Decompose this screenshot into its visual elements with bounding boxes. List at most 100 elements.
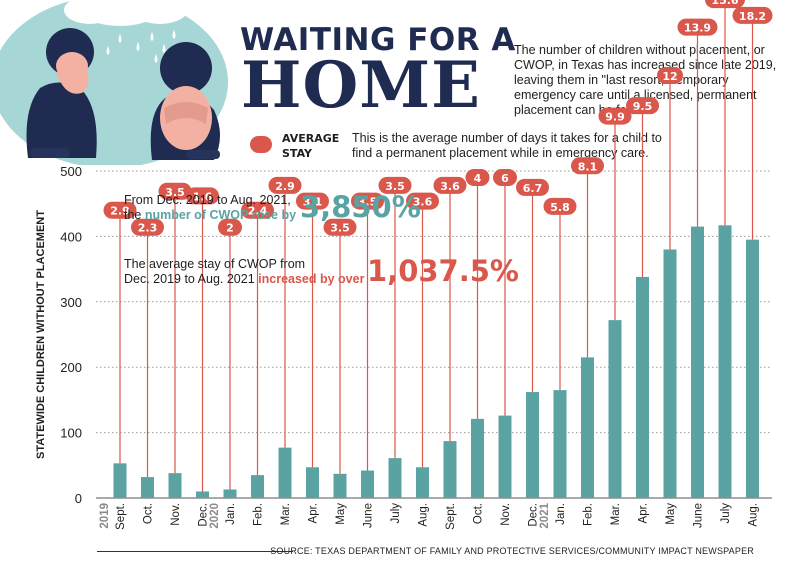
- bar: [581, 357, 594, 498]
- stay-pill: [493, 169, 517, 187]
- stay-pill: [158, 182, 192, 200]
- bar: [608, 320, 622, 498]
- x-tick-label: June: [363, 503, 375, 528]
- bar: [361, 470, 374, 498]
- source-note: SOURCE: TEXAS DEPARTMENT OF FAMILY AND P…: [270, 546, 754, 556]
- cwop-line-1: From Dec. 2019 to Aug. 2021,: [124, 193, 291, 207]
- bar: [388, 458, 402, 498]
- intro-text: The number of children without placement…: [514, 43, 777, 117]
- x-tick-label: Feb.: [583, 503, 595, 526]
- year-label: 2021: [539, 502, 551, 528]
- stay-pill: [433, 176, 467, 194]
- stay-label: 6: [501, 172, 509, 185]
- stay-big-number: 1,037.5%: [367, 254, 519, 288]
- header-illustration: [0, 0, 228, 165]
- stay-label: 9.9: [605, 111, 625, 124]
- stay-pill: [677, 18, 718, 36]
- legend-label: AVERAGE STAY: [282, 132, 340, 160]
- x-tick-label: Oct.: [143, 503, 155, 524]
- bar: [746, 239, 759, 499]
- cwop-highlight: number of CWOP rose by: [144, 208, 297, 222]
- stay-pill: [465, 169, 490, 187]
- stay-pill: [323, 218, 357, 236]
- x-tick-label: Nov.: [500, 503, 512, 526]
- stay-pill: [732, 6, 773, 24]
- x-tick-label: Dec.: [198, 503, 210, 527]
- cwop-annotation: From Dec. 2019 to Aug. 2021, the number …: [124, 193, 296, 223]
- stay-label: 3.5: [385, 180, 405, 193]
- bar: [168, 473, 182, 498]
- y-tick-label: 500: [60, 164, 82, 179]
- bar: [113, 463, 127, 498]
- year-label: 2020: [209, 503, 221, 529]
- stay-pill: [657, 67, 683, 85]
- x-tick-label: July: [390, 503, 402, 524]
- stay-pill: [268, 176, 302, 194]
- y-tick-label: 400: [60, 229, 82, 244]
- rain-cloud-icon: [64, 0, 190, 63]
- bar: [223, 489, 237, 498]
- title-line-1: WAITING FOR A: [240, 22, 516, 58]
- stay-label: 3.1: [303, 196, 323, 209]
- x-tick-label: May: [665, 503, 677, 525]
- stay-pill: [598, 107, 632, 125]
- stay-pill: [626, 97, 659, 115]
- bar: [553, 390, 567, 498]
- x-tick-label: Jan.: [555, 503, 567, 525]
- stay-label: 3.5: [330, 222, 350, 235]
- x-tick-label: Apr.: [638, 503, 650, 523]
- bar: [278, 447, 292, 498]
- x-tick-label: Sept.: [445, 503, 457, 530]
- stay-label: 13.9: [684, 22, 711, 35]
- stay-pill: [131, 218, 164, 236]
- y-tick-label: 200: [60, 360, 82, 375]
- x-tick-label: Oct.: [473, 503, 485, 524]
- bar: [663, 249, 677, 498]
- stay-label: 9.5: [633, 100, 653, 113]
- x-tick-label: June: [693, 503, 705, 528]
- stay-label: 4: [474, 172, 482, 185]
- y-axis-label: STATEWIDE CHILDREN WITHOUT PLACEMENT: [35, 210, 47, 459]
- stay-highlight: increased by over: [258, 272, 365, 286]
- x-tick-label: Nov.: [170, 503, 182, 526]
- sad-child-left-icon: [26, 28, 97, 158]
- stay-label: 8.1: [578, 160, 598, 173]
- stay-label: 12: [662, 70, 677, 83]
- stay-label: 3.5: [165, 186, 185, 199]
- cwop-the: the: [124, 208, 145, 222]
- stay-line-2: Dec. 2019 to Aug. 2021: [124, 272, 259, 286]
- stay-pill: [351, 192, 384, 210]
- x-tick-label: Feb.: [253, 503, 265, 526]
- x-tick-label: Sept.: [115, 503, 127, 530]
- x-tick-label: Dec.: [528, 503, 540, 527]
- bar: [251, 475, 264, 498]
- stay-pill: [705, 0, 745, 9]
- stay-line-1: The average stay of CWOP from: [124, 257, 306, 271]
- year-label: 2019: [99, 503, 111, 529]
- bar: [443, 441, 457, 498]
- stay-pill: [406, 192, 439, 210]
- stay-label: 15.6: [711, 0, 738, 7]
- stay-pill: [378, 176, 412, 194]
- legend-description: This is the average number of days it ta…: [352, 131, 662, 160]
- bar: [333, 473, 347, 498]
- x-tick-label: Mar.: [280, 503, 292, 525]
- bar: [306, 467, 319, 498]
- bar: [141, 477, 154, 498]
- y-tick-label: 300: [60, 295, 82, 310]
- stay-label: 2: [226, 222, 234, 235]
- stay-label: 3.5: [358, 196, 378, 209]
- x-tick-label: May: [335, 503, 347, 525]
- stay-label: 3.6: [413, 196, 433, 209]
- stay-pill: [241, 201, 274, 219]
- stay-label: 5.8: [550, 201, 570, 214]
- stay-pill: [543, 197, 577, 215]
- bar: [691, 226, 704, 498]
- legend-swatch: [250, 136, 272, 153]
- stay-label: 18.2: [739, 10, 766, 23]
- stay-pill: [296, 192, 329, 210]
- sad-child-right-icon: [150, 42, 220, 160]
- stay-label: 6.7: [523, 182, 543, 195]
- stay-pill: [103, 201, 137, 219]
